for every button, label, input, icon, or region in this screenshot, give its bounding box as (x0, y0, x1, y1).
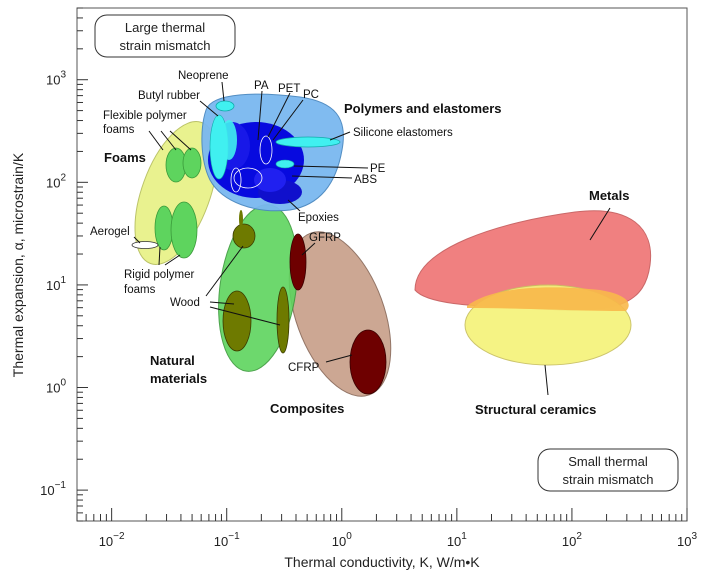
material-bubbles (131, 100, 387, 395)
x-tick-label: 10−1 (214, 531, 240, 549)
bubble-flexible-poly-2 (221, 120, 237, 160)
label-butyl-rubber: Butyl rubber (138, 90, 200, 102)
label-structural-ceramics: Structural ceramics (475, 402, 596, 417)
label-natural-materials-2: materials (150, 371, 207, 386)
bubble-cfrp (349, 329, 387, 395)
label-composites: Composites (270, 401, 344, 416)
label-epoxies: Epoxies (298, 212, 339, 224)
x-axis-title: Thermal conductivity, K, W/m•K (284, 554, 480, 570)
label-pa: PA (254, 80, 269, 92)
note-large-line2: strain mismatch (119, 38, 210, 53)
label-natural-materials-1: Natural (150, 353, 195, 368)
bubble-pc (259, 135, 273, 165)
envelope-overlap (467, 287, 629, 311)
y-tick-label: 102 (46, 172, 66, 190)
label-rigid-polymer-foams-1: Rigid polymer (124, 269, 194, 281)
y-tick-label: 103 (46, 70, 66, 88)
note-small-line1: Small thermal (568, 454, 648, 469)
bubble-aerogel (131, 241, 159, 249)
y-axis-ticks (77, 7, 88, 522)
x-axis-tick-labels: 10−2 10−1 100 101 102 103 (99, 531, 698, 549)
bubble-pp (233, 167, 263, 189)
y-tick-label: 100 (46, 378, 66, 396)
y-tick-label: 10−1 (40, 480, 66, 498)
note-small-line2: strain mismatch (562, 472, 653, 487)
leader-lines (133, 81, 611, 396)
label-silicone-elastomers: Silicone elastomers (353, 127, 453, 139)
label-metals: Metals (589, 188, 629, 203)
bubble-abs (254, 168, 286, 192)
corner-notes: Large thermal strain mismatch Small ther… (119, 20, 653, 487)
bubble-wood-2 (276, 286, 290, 354)
note-box-large-mismatch (94, 14, 236, 58)
bubble-flexible-foam-2 (182, 147, 202, 179)
bubble-wood-3 (232, 223, 256, 249)
x-tick-label: 100 (332, 531, 352, 549)
note-large-line1: Large thermal (125, 20, 205, 35)
label-flexible-polymer-foams-1: Flexible polymer (103, 110, 187, 122)
bubble-wood-1 (222, 290, 252, 352)
bubble-rigid-foam-1 (154, 205, 174, 251)
y-tick-label: 101 (46, 275, 66, 293)
label-abs: ABS (354, 174, 377, 186)
label-foams: Foams (104, 150, 146, 165)
x-axis-ticks (76, 508, 688, 521)
label-rigid-polymer-foams-2: foams (124, 284, 156, 296)
family-labels: Polymers and elastomers Foams Natural ma… (104, 101, 629, 417)
x-tick-label: 10−2 (99, 531, 125, 549)
label-neoprene: Neoprene (178, 70, 229, 82)
bubble-gfrp (289, 233, 307, 291)
material-labels: Neoprene Butyl rubber PA PET PC Silicone… (90, 70, 453, 374)
x-tick-label: 103 (677, 531, 697, 549)
label-cfrp: CFRP (288, 362, 320, 374)
y-axis-title: Thermal expansion, α, microstrain/K (10, 152, 26, 377)
x-tick-label: 102 (562, 531, 582, 549)
label-pe: PE (370, 163, 386, 175)
label-polymers-and-elastomers: Polymers and elastomers (344, 101, 502, 116)
label-flexible-polymer-foams-2: foams (103, 124, 135, 136)
bubble-neoprene (215, 100, 235, 112)
label-wood: Wood (170, 297, 200, 309)
label-pc: PC (303, 89, 319, 101)
y-axis-tick-labels: 10−1 100 101 102 103 (40, 70, 66, 498)
bubble-wood-4 (239, 210, 243, 228)
x-tick-label: 101 (447, 531, 467, 549)
label-pet: PET (278, 83, 300, 95)
note-box-small-mismatch (537, 448, 679, 492)
bubble-rigid-foam-2 (170, 201, 198, 259)
label-gfrp: GFRP (309, 232, 341, 244)
label-aerogel: Aerogel (90, 226, 130, 238)
bubble-silicone (275, 136, 341, 148)
bubble-pe (275, 159, 295, 169)
bubble-ps (230, 167, 242, 193)
